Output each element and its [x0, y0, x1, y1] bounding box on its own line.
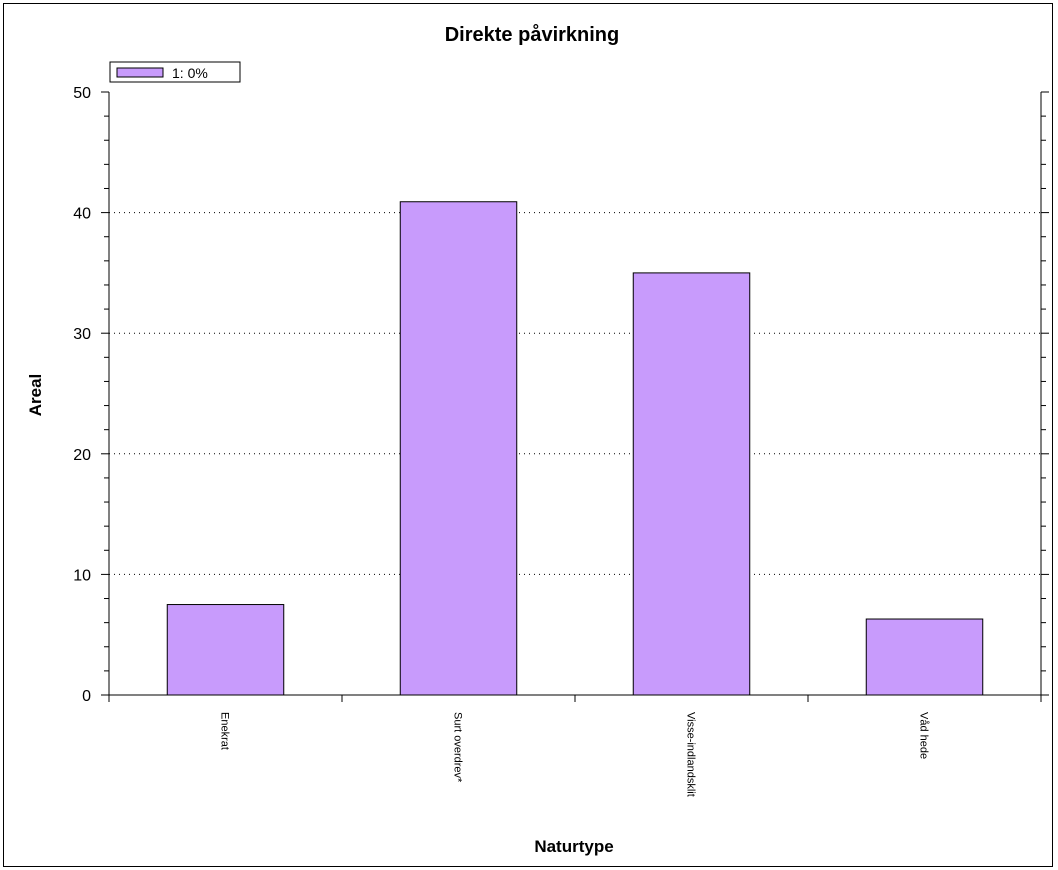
- y-tick-label: 50: [73, 85, 91, 102]
- x-tick-labels: Enekrat Surt overdrev* Visse-indlandsklit V…: [219, 712, 930, 797]
- grid-lines: [109, 212, 1041, 575]
- y-tick-label: 20: [73, 447, 91, 464]
- y-tick-labels: 0 10 20 30 40 50: [73, 85, 91, 705]
- x-tick-label: Enekrat: [219, 712, 231, 750]
- bar: [399, 201, 518, 696]
- x-tick-label: Visse-indlandsklit: [685, 712, 697, 797]
- bars: [166, 201, 984, 696]
- y-tick-label: 10: [73, 567, 91, 584]
- y-axis-label: Areal: [26, 374, 45, 417]
- bar: [865, 618, 984, 696]
- legend: 1: 0%: [109, 61, 241, 83]
- bar: [166, 604, 285, 696]
- y-tick-label: 0: [82, 688, 91, 705]
- legend-swatch: [116, 67, 164, 78]
- axes: [101, 91, 1049, 702]
- y-tick-label: 30: [73, 326, 91, 343]
- y-tick-label: 40: [73, 206, 91, 223]
- x-tick-label: Surt overdrev*: [452, 712, 464, 783]
- chart-title: Direkte påvirkning: [445, 23, 620, 46]
- chart-frame: [3, 3, 1053, 867]
- x-axis-label: Naturtype: [534, 837, 613, 856]
- bar: [632, 272, 751, 696]
- legend-label: 1: 0%: [172, 65, 208, 81]
- x-tick-label: Våd hede: [918, 712, 930, 759]
